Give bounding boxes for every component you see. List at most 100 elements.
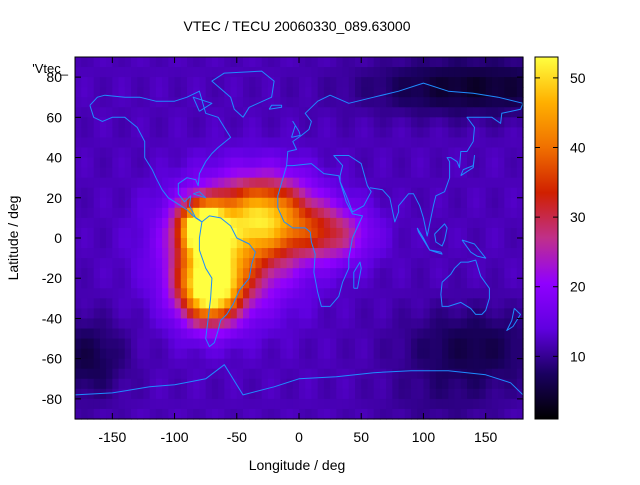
heatmap-cell [355, 298, 362, 309]
heatmap-cell [131, 358, 138, 370]
heatmap-cell [143, 217, 151, 229]
heatmap-cell [510, 227, 518, 239]
heatmap-cell [93, 248, 101, 259]
heatmap-cell [423, 197, 431, 209]
heatmap-cell [467, 258, 474, 269]
heatmap-cell [162, 147, 169, 159]
heatmap-cell [417, 97, 425, 108]
heatmap-cell [112, 157, 120, 169]
heatmap-cell [155, 358, 163, 370]
heatmap-cell [386, 288, 393, 299]
heatmap-cell [255, 197, 263, 209]
heatmap-cell [373, 318, 381, 330]
heatmap-cell [75, 197, 82, 209]
heatmap-cell [174, 167, 182, 179]
heatmap-cell [75, 318, 82, 330]
heatmap-cell [137, 328, 145, 340]
heatmap-cell [460, 298, 468, 309]
heatmap-cell [361, 187, 369, 199]
heatmap-cell [361, 358, 369, 370]
heatmap-cell [491, 57, 499, 68]
y-tick-label: 0 [54, 230, 62, 246]
heatmap-cell [224, 207, 232, 219]
heatmap-cell [218, 87, 225, 98]
heatmap-cell [379, 328, 387, 340]
heatmap-cell [299, 227, 306, 239]
heatmap-cell [485, 147, 493, 159]
heatmap-cell [267, 408, 275, 420]
heatmap-cell [112, 308, 120, 320]
heatmap-cell [429, 248, 437, 259]
heatmap-cell [218, 348, 225, 360]
heatmap-cell [205, 57, 213, 68]
heatmap-cell [280, 187, 288, 199]
heatmap-cell [230, 368, 238, 380]
heatmap-cell [87, 348, 95, 360]
heatmap-cell [317, 187, 325, 199]
heatmap-cell [193, 67, 201, 78]
heatmap-cell [149, 207, 157, 219]
heatmap-cell [162, 107, 169, 118]
heatmap-cell [236, 217, 244, 229]
heatmap-cell [361, 217, 369, 229]
heatmap-cell [99, 67, 107, 78]
heatmap-cell [93, 238, 101, 249]
heatmap-cell [131, 278, 138, 289]
heatmap-cell [155, 388, 163, 400]
heatmap-cell [442, 177, 449, 189]
heatmap-cell [361, 117, 369, 128]
heatmap-cell [491, 258, 499, 269]
heatmap-cell [162, 268, 169, 279]
heatmap-cell [355, 388, 362, 400]
heatmap-cell [367, 217, 375, 229]
heatmap-cell [292, 87, 300, 98]
heatmap-cell [305, 398, 313, 410]
heatmap-cell [317, 177, 325, 189]
heatmap-cell [417, 348, 425, 360]
heatmap-cell [137, 217, 145, 229]
heatmap-cell [218, 187, 225, 199]
heatmap-cell [292, 408, 300, 420]
heatmap-cell [336, 318, 344, 330]
heatmap-cell [398, 258, 406, 269]
heatmap-cell [411, 227, 418, 239]
heatmap-cell [137, 308, 145, 320]
heatmap-cell [187, 388, 194, 400]
heatmap-cell [417, 268, 425, 279]
heatmap-cell [87, 368, 95, 380]
heatmap-cell [411, 298, 418, 309]
heatmap-cell [305, 378, 313, 390]
heatmap-cell [317, 217, 325, 229]
heatmap-cell [99, 197, 107, 209]
heatmap-cell [106, 87, 113, 98]
heatmap-cell [292, 207, 300, 219]
heatmap-cell [205, 147, 213, 159]
heatmap-cell [491, 87, 499, 98]
heatmap-cell [392, 248, 400, 259]
heatmap-cell [112, 197, 120, 209]
heatmap-cell [87, 157, 95, 169]
heatmap-cell [504, 87, 512, 98]
heatmap-cell [516, 298, 524, 309]
heatmap-cell [274, 57, 281, 68]
heatmap-cell [255, 127, 263, 139]
heatmap-cell [137, 187, 145, 199]
heatmap-cell [162, 157, 169, 169]
heatmap-cell [404, 67, 412, 78]
heatmap-cell [193, 328, 201, 340]
x-axis-ticks: -150 -100 -50 0 50 100 150 [98, 57, 498, 445]
heatmap-cell [255, 57, 263, 68]
heatmap-cell [516, 398, 524, 410]
heatmap-cell [137, 248, 145, 259]
heatmap-cell [373, 67, 381, 78]
heatmap-cell [118, 398, 126, 410]
heatmap-cell [479, 238, 487, 249]
heatmap-cell [429, 137, 437, 149]
heatmap-cell [255, 328, 263, 340]
heatmap-cell [292, 127, 300, 139]
heatmap-cell [504, 308, 512, 320]
heatmap-cell [311, 408, 319, 420]
heatmap-cell [274, 348, 281, 360]
heatmap-cell [187, 348, 194, 360]
heatmap-cell [149, 67, 157, 78]
